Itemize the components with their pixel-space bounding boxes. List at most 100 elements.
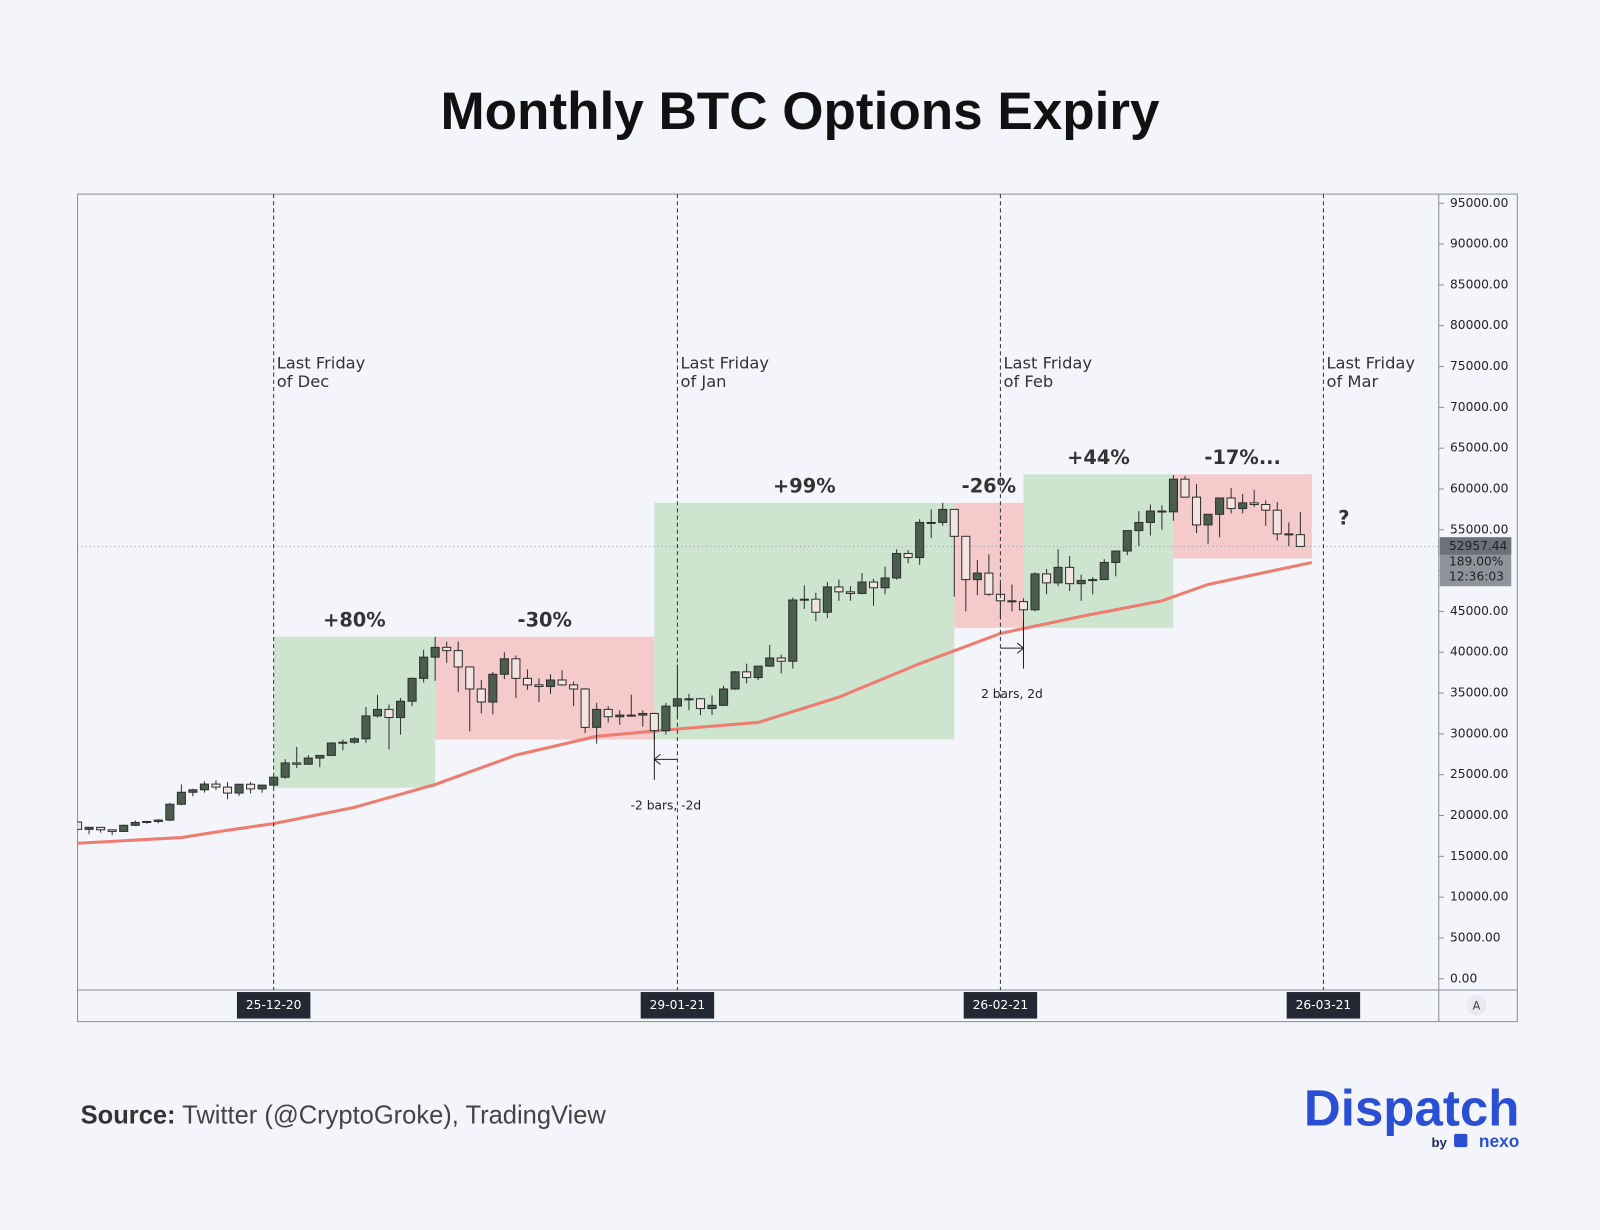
overlay: 0.00 5000.00 10000.00 15000.00 20000.00 25000…: [236, 194, 1512, 1019]
candle-body: [84, 826, 94, 830]
candle-body: [1284, 533, 1294, 536]
y-tick-label: 85000.00: [1450, 277, 1508, 291]
zone-label: -17%...: [1204, 446, 1280, 469]
candle-body: [603, 708, 613, 718]
candle-body: [857, 581, 867, 594]
candle-body: [926, 521, 936, 524]
y-tick-label: 75000.00: [1450, 359, 1508, 373]
candle-body: [153, 819, 163, 822]
candle-body: [199, 783, 209, 791]
candle-body: [1168, 478, 1178, 513]
candle-body: [719, 688, 729, 706]
candle-body: [695, 698, 706, 710]
x-tick-label: 26-02-21: [973, 998, 1029, 1012]
candle-body: [396, 700, 406, 719]
candle-body: [765, 657, 775, 667]
source: Source: Twitter (@CryptoGroke), TradingV…: [81, 1102, 607, 1130]
candle-body: [615, 714, 625, 718]
y-tick-label: 45000.00: [1450, 604, 1508, 618]
candle-body: [1295, 534, 1305, 547]
candle-body: [384, 708, 394, 719]
zone-label: +99%: [773, 475, 836, 498]
expiry-label: of Feb: [1003, 372, 1053, 391]
y-tick-label: 65000.00: [1450, 441, 1508, 455]
expiry-label: Last Friday: [1003, 354, 1092, 373]
candle-body: [753, 665, 763, 679]
candle-body: [246, 783, 256, 790]
y-tick-label: 90000.00: [1450, 237, 1508, 251]
y-tick-label: 70000.00: [1450, 400, 1508, 414]
candle-body: [545, 679, 556, 688]
last-price-countdown: 12:36:03: [1449, 570, 1504, 584]
candle-body: [1065, 566, 1075, 585]
candle-body: [938, 508, 948, 523]
candle-body: [684, 698, 694, 701]
plot-area: [77, 474, 1439, 845]
logo-by: by: [1431, 1135, 1447, 1150]
candle-body: [407, 677, 417, 702]
candle-body: [845, 591, 855, 594]
candle-body: [522, 677, 532, 686]
last-price-value: 52957.44: [1449, 539, 1508, 553]
candle-body: [430, 646, 440, 658]
candle-body: [557, 679, 567, 686]
y-tick-label: 30000.00: [1450, 726, 1508, 740]
x-tick-label: 26-03-21: [1296, 998, 1352, 1012]
candle-body: [1226, 497, 1236, 510]
x-tick-box: [963, 992, 1038, 1019]
candle-body: [580, 688, 590, 728]
candle-body: [799, 598, 809, 601]
logo-icon: [1454, 1133, 1468, 1148]
candle-body: [292, 762, 302, 765]
candle-body: [1088, 579, 1098, 582]
candle-body: [372, 708, 383, 717]
candle-body: [880, 577, 890, 589]
candle-body: [234, 783, 244, 794]
candle-body: [742, 671, 752, 679]
auto-scale-button[interactable]: [1466, 995, 1487, 1016]
source-text: Twitter (@CryptoGroke), TradingView: [176, 1102, 607, 1130]
candle-body: [707, 704, 717, 710]
candle-body: [326, 742, 336, 756]
expiry-label: of Dec: [277, 372, 329, 391]
y-tick-label: 95000.00: [1450, 196, 1508, 210]
candle-body: [119, 824, 129, 832]
candle-body: [1018, 601, 1029, 611]
candle-body: [915, 521, 925, 559]
candle-body: [349, 738, 359, 743]
candle-body: [476, 688, 486, 703]
question-mark: ?: [1338, 507, 1349, 530]
candle-body: [511, 658, 521, 679]
moving-average: [77, 560, 1313, 845]
candle-body: [868, 581, 879, 589]
candle-body: [1180, 478, 1190, 498]
candle-body: [488, 673, 498, 703]
candle-body: [165, 803, 175, 821]
measure-label: 2 bars, 2d: [981, 687, 1043, 701]
candle-body: [788, 599, 798, 662]
zone: [1023, 474, 1174, 628]
candle-body: [811, 598, 821, 613]
y-tick-label: 25000.00: [1450, 767, 1508, 781]
candle-body: [315, 754, 325, 759]
x-tick-label: 25-12-20: [246, 998, 302, 1012]
y-tick-label: 60000.00: [1450, 481, 1508, 495]
expiry-label: Last Friday: [1326, 354, 1415, 373]
candle-body: [961, 535, 971, 581]
x-tick-box: [1286, 992, 1361, 1019]
plot-frame: [77, 193, 1518, 1023]
candle-body: [626, 714, 636, 717]
candle-body: [1203, 513, 1213, 526]
expiry-label: Last Friday: [277, 354, 366, 373]
candle-body: [1191, 496, 1202, 526]
candle-body: [280, 762, 290, 778]
expiry-label: of Mar: [1326, 372, 1378, 391]
candle-body: [361, 715, 371, 740]
y-tick-label: 55000.00: [1450, 522, 1508, 536]
zone: [273, 636, 436, 788]
candle-body: [188, 789, 198, 793]
y-tick-label: 0.00: [1450, 971, 1477, 985]
y-tick-label: 20000.00: [1450, 808, 1508, 822]
candle-body: [984, 572, 994, 595]
auto-scale-label[interactable]: A: [1473, 999, 1481, 1012]
